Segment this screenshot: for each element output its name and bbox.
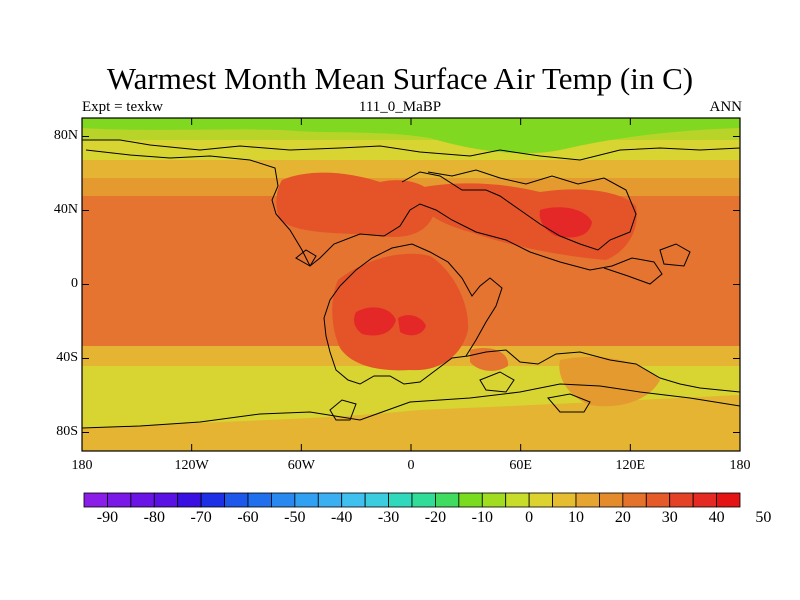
colorbar-swatch — [435, 492, 460, 508]
colorbar-swatch — [200, 492, 225, 508]
colorbar-label: -10 — [471, 509, 493, 526]
axis-ticks — [81, 118, 741, 451]
colorbar-swatch — [552, 492, 577, 508]
colorbar-swatch — [458, 492, 483, 508]
asia-hottest — [539, 207, 592, 238]
colorbar-label: 20 — [614, 509, 631, 526]
lon-tick-label: 60E — [509, 458, 532, 473]
colorbar-swatch — [107, 492, 132, 508]
colorbar-swatch — [153, 492, 179, 508]
lat-tick-label: 40N — [53, 201, 78, 217]
season-label: ANN — [709, 99, 743, 115]
colorbar-swatch — [716, 492, 741, 508]
colorbar-swatch — [317, 492, 343, 508]
experiment-label: Expt = texkw — [82, 99, 163, 115]
asia-hot — [410, 183, 637, 260]
colorbar-label: -90 — [96, 509, 119, 526]
colorbar-swatch — [83, 492, 108, 508]
colorbar-swatch — [271, 492, 296, 508]
colorbar-swatch — [575, 492, 600, 508]
colorbar-label: -60 — [237, 509, 259, 526]
map-title: Warmest Month Mean Surface Air Temp (in … — [106, 61, 694, 96]
colorbar-label: 10 — [568, 509, 584, 526]
gondwana-hot — [332, 253, 469, 371]
lon-tick-label: 0 — [407, 458, 415, 473]
australia-warm — [559, 356, 660, 407]
lat-tick-label: 40S — [56, 349, 78, 365]
colorbar-swatch — [130, 492, 155, 508]
lon-tick-label: 120W — [174, 458, 209, 473]
time-slice-label: 111_0_MaBP — [358, 99, 442, 115]
colorbar-swatch — [645, 492, 671, 508]
coastlines — [82, 139, 740, 429]
colorbar-swatch — [294, 492, 319, 508]
lat-tick-label: 0 — [71, 275, 78, 291]
north-america-hot — [276, 172, 437, 237]
colorbar-label: 30 — [661, 509, 678, 526]
colorbar-label: -40 — [331, 509, 353, 526]
colorbar-swatch — [364, 492, 389, 508]
lon-tick-label: 180 — [729, 458, 751, 473]
colorbar-label: -80 — [143, 509, 165, 526]
arctic-green — [82, 118, 740, 154]
lat-tick-label: 80N — [53, 127, 78, 143]
colorbar-swatch — [388, 492, 413, 508]
colorbar-swatch — [622, 492, 647, 508]
temperature-field — [82, 118, 740, 451]
colorbar-label: -30 — [377, 509, 400, 526]
lon-tick-label: 60W — [287, 458, 315, 473]
colorbar-swatch — [669, 492, 694, 508]
colorbar-label: -70 — [190, 509, 212, 526]
colorbar — [83, 492, 741, 508]
north-mid-band — [82, 160, 740, 178]
colorbar-label: 0 — [525, 509, 534, 526]
lon-tick-label: 180 — [71, 458, 93, 473]
gondwana-hottest-east — [398, 315, 426, 336]
colorbar-swatch — [505, 492, 530, 508]
colorbar-swatch — [528, 492, 553, 508]
gondwana-hottest-west — [354, 307, 396, 336]
antarctic-band — [82, 395, 740, 451]
colorbar-swatch — [341, 492, 366, 508]
colorbar-swatch — [177, 492, 202, 508]
colorbar-label: 40 — [708, 509, 725, 526]
colorbar-swatch — [692, 492, 717, 508]
colorbar-label: 50 — [755, 509, 772, 526]
lon-tick-label: 120E — [615, 458, 646, 473]
lat-tick-label: 80S — [56, 423, 78, 439]
colorbar-swatch — [481, 492, 507, 508]
colorbar-swatch — [224, 492, 249, 508]
colorbar-swatch — [599, 492, 624, 508]
colorbar-label: -20 — [424, 509, 447, 526]
colorbar-swatch — [411, 492, 436, 508]
colorbar-label: -50 — [284, 509, 306, 526]
colorbar-swatch — [247, 492, 272, 508]
